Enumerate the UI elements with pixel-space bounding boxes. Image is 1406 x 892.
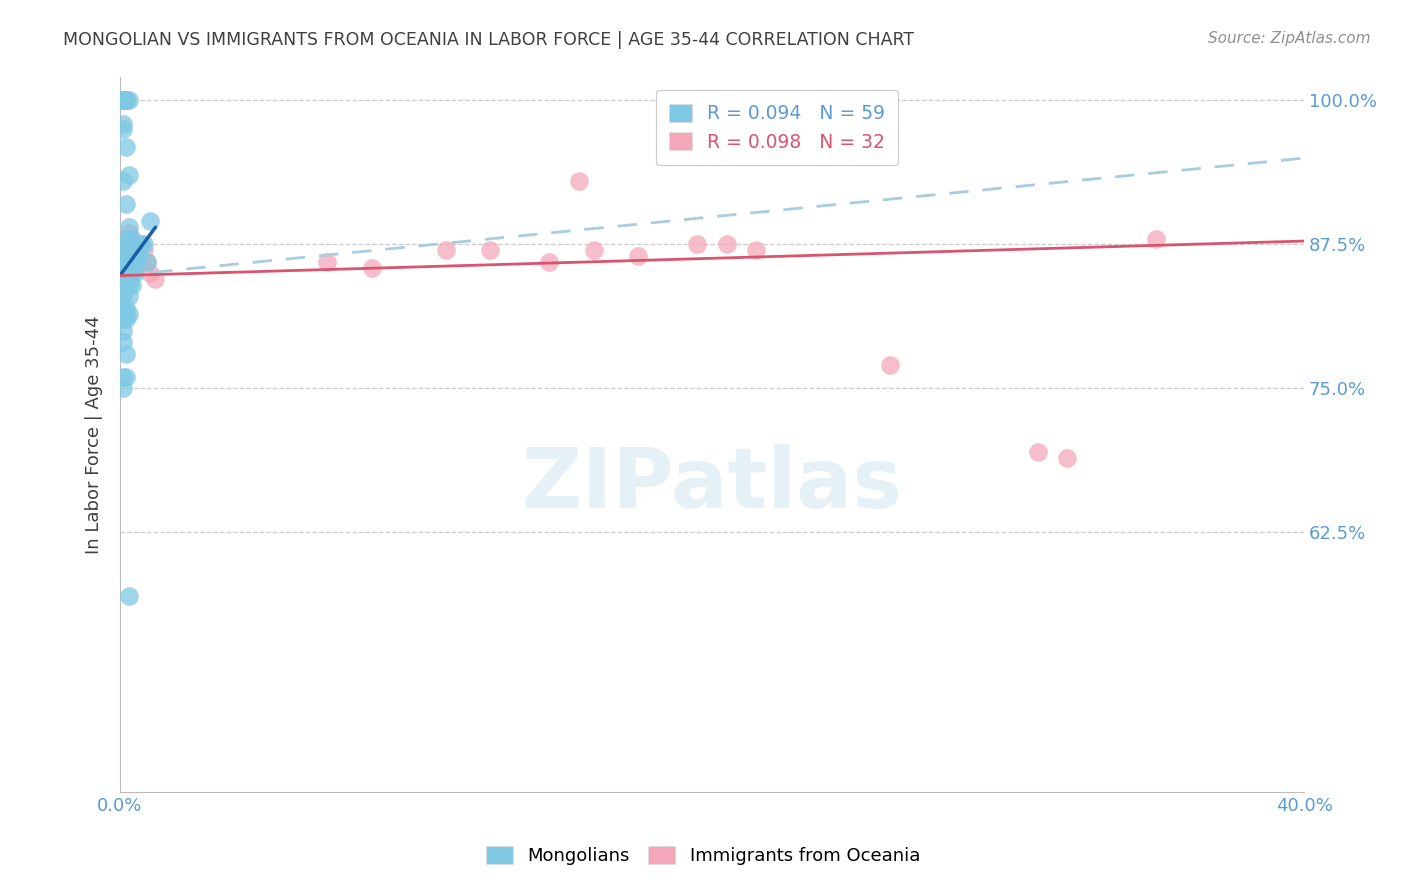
Point [115,254,138,268]
Y-axis label: In Labor Force | Age 35-44: In Labor Force | Age 35-44 [86,315,103,554]
Point [118,226,141,240]
Point [115,277,138,292]
Point [115,94,138,108]
Point [115,237,138,252]
Point [115,301,138,315]
Point [686,237,709,252]
Point [1144,232,1167,246]
Point [111,122,134,136]
Point [111,370,134,384]
Point [129,254,152,268]
Point [127,244,149,258]
Point [111,284,134,298]
Point [115,312,138,326]
Point [111,335,134,350]
Point [115,94,138,108]
Point [582,244,605,258]
Point [124,254,146,268]
Point [1056,450,1078,465]
Point [111,94,134,108]
Point [538,254,561,268]
Point [627,249,650,263]
Point [111,266,134,280]
Point [121,244,143,258]
Point [111,244,134,258]
Point [111,94,134,108]
Point [111,94,134,108]
Point [434,244,457,258]
Point [118,237,141,252]
Point [111,312,134,326]
Point [121,237,143,252]
Point [111,324,134,338]
Point [360,260,382,275]
Text: MONGOLIAN VS IMMIGRANTS FROM OCEANIA IN LABOR FORCE | AGE 35-44 CORRELATION CHAR: MONGOLIAN VS IMMIGRANTS FROM OCEANIA IN … [63,31,914,49]
Point [118,307,141,321]
Point [879,359,901,373]
Point [121,232,143,246]
Point [118,260,141,275]
Point [132,244,155,258]
Point [118,94,141,108]
Point [138,214,160,228]
Point [111,244,134,258]
Point [124,254,146,268]
Point [124,244,146,258]
Point [111,174,134,188]
Point [118,277,141,292]
Point [111,289,134,303]
Point [118,589,141,603]
Point [118,169,141,183]
Point [111,116,134,130]
Point [115,232,138,246]
Point [115,266,138,280]
Point [127,237,149,252]
Point [124,244,146,258]
Point [115,347,138,361]
Point [111,277,134,292]
Point [111,94,134,108]
Point [479,244,502,258]
Point [115,244,138,258]
Point [115,244,138,258]
Point [118,260,141,275]
Legend: R = 0.094   N = 59, R = 0.098   N = 32: R = 0.094 N = 59, R = 0.098 N = 32 [657,90,898,165]
Text: ZIPatlas: ZIPatlas [522,444,903,525]
Point [124,266,146,280]
Point [118,289,141,303]
Legend: Mongolians, Immigrants from Oceania: Mongolians, Immigrants from Oceania [477,838,929,874]
Point [121,244,143,258]
Text: Source: ZipAtlas.com: Source: ZipAtlas.com [1208,31,1371,46]
Point [115,254,138,268]
Point [1026,445,1049,459]
Point [135,254,157,268]
Point [115,139,138,153]
Point [127,249,149,263]
Point [118,220,141,235]
Point [111,301,134,315]
Point [127,249,149,263]
Point [121,277,143,292]
Point [115,370,138,384]
Point [132,237,155,252]
Point [118,249,141,263]
Point [118,232,141,246]
Point [111,382,134,396]
Point [115,307,138,321]
Point [115,244,138,258]
Point [316,254,339,268]
Point [145,272,167,286]
Point [121,266,143,280]
Point [115,197,138,211]
Point [138,266,160,280]
Point [115,232,138,246]
Point [745,244,768,258]
Point [716,237,738,252]
Point [568,174,591,188]
Point [135,254,157,268]
Point [118,249,141,263]
Point [129,237,152,252]
